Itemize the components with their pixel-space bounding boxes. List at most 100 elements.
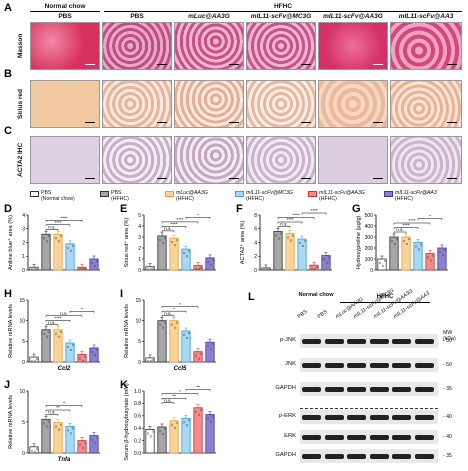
- blot-band: [369, 453, 389, 459]
- y-tick-label: 0: [254, 268, 257, 274]
- blot-band: [392, 434, 411, 440]
- blot-band: [347, 414, 366, 420]
- bar: [53, 233, 63, 271]
- data-point: [30, 359, 34, 363]
- sig-label: n.s.: [48, 224, 55, 229]
- sig-bracket: [161, 397, 187, 400]
- masson-image-6: [390, 22, 462, 70]
- legend-label-name: mIL11-scFv@AA3: [395, 190, 437, 196]
- sig-label: **: [56, 405, 60, 410]
- y-tick-label: 2: [22, 240, 25, 246]
- sig-label: ****: [402, 223, 409, 228]
- data-point: [170, 423, 174, 426]
- bar: [297, 238, 307, 271]
- blot-band: [392, 453, 411, 459]
- y-tick-label: 0: [138, 360, 141, 366]
- bar: [41, 329, 51, 363]
- data-point: [30, 267, 34, 271]
- sig-label: **: [196, 384, 200, 389]
- sig-bracket: [45, 315, 83, 318]
- scale-bar: [447, 63, 457, 65]
- blot-header-normal-chow: Normal chow: [298, 292, 334, 298]
- bar: [377, 258, 387, 271]
- sig-bracket: [161, 226, 187, 228]
- blot-band: [302, 453, 321, 459]
- data-point: [209, 420, 213, 423]
- legend-label: PBS (Normal chow): [41, 190, 75, 202]
- sig-label: ****: [292, 213, 299, 218]
- y-tick-label: 4: [22, 213, 25, 219]
- data-point: [151, 267, 155, 270]
- data-point: [194, 410, 198, 413]
- data-point: [47, 420, 51, 423]
- data-point: [286, 236, 290, 239]
- blot-band: [302, 414, 321, 420]
- blot-band: [324, 434, 344, 440]
- sig-bracket: [45, 414, 59, 417]
- blot-band: [347, 362, 366, 368]
- acta2-image-3: [174, 136, 244, 184]
- blot-band: [369, 434, 389, 440]
- data-point: [187, 331, 191, 335]
- blot-band: [324, 338, 344, 344]
- gene-label: Tnfa: [58, 457, 71, 463]
- y-tick-label: 400: [365, 224, 374, 230]
- data-point: [47, 330, 51, 333]
- data-point: [54, 332, 58, 335]
- y-axis-label: Serum β-hydroxybutyrate (mM): [124, 383, 130, 461]
- data-point: [149, 435, 153, 438]
- bar: [169, 420, 179, 454]
- y-tick-label: 5: [138, 339, 141, 345]
- header-hfhc-line: [104, 11, 462, 12]
- data-point: [42, 332, 46, 335]
- bar: [437, 247, 447, 271]
- data-point: [90, 261, 94, 265]
- blot-band: [392, 338, 411, 344]
- data-point: [274, 234, 278, 237]
- data-point: [158, 238, 162, 241]
- scale-bar: [229, 63, 239, 65]
- data-point: [158, 323, 162, 326]
- blot-band: [347, 338, 366, 344]
- masson-image-3: [174, 22, 244, 70]
- data-point: [146, 267, 150, 271]
- data-point: [78, 443, 82, 446]
- bar: [181, 330, 191, 363]
- data-point: [95, 259, 99, 263]
- y-axis-label: Relative mRNA levels: [8, 304, 14, 358]
- scale-bar: [85, 177, 95, 179]
- data-point: [93, 353, 97, 357]
- legend-label-name: PBS: [111, 190, 122, 196]
- data-point: [175, 421, 179, 424]
- y-axis-label: Hydroxyproline (μg/g): [356, 216, 362, 270]
- blot-band: [302, 362, 321, 368]
- blot-band: [392, 362, 411, 368]
- data-point: [291, 234, 295, 237]
- masson-image-4: [246, 22, 316, 70]
- blot-band: [324, 453, 344, 459]
- data-point: [54, 237, 58, 240]
- data-point: [71, 244, 75, 247]
- sig-bracket: [45, 320, 71, 322]
- sig-label: **: [172, 393, 176, 398]
- data-point: [182, 333, 186, 337]
- header-normal-line: [30, 11, 100, 12]
- data-point: [185, 424, 189, 427]
- scale-bar: [301, 177, 311, 179]
- bar: [181, 248, 191, 271]
- y-tick-label: 4: [138, 224, 141, 230]
- sig-label: n.s.: [164, 311, 171, 316]
- sig-bracket: [161, 310, 187, 313]
- sig-bracket: [185, 388, 211, 391]
- column-label-3: mLuc@AA3G: [188, 13, 230, 20]
- panel-label-j: J: [4, 379, 11, 391]
- y-tick-label: 2: [254, 254, 257, 260]
- blot-row-label: JNK: [285, 361, 296, 367]
- gene-label: Ccl2: [58, 366, 71, 372]
- data-point: [315, 266, 319, 269]
- blot-mw-value: - 50: [443, 338, 452, 344]
- blot-row-label: p-JNK: [279, 337, 296, 343]
- scale-bar: [157, 177, 167, 179]
- data-point: [170, 241, 174, 244]
- sig-bracket: [301, 212, 327, 215]
